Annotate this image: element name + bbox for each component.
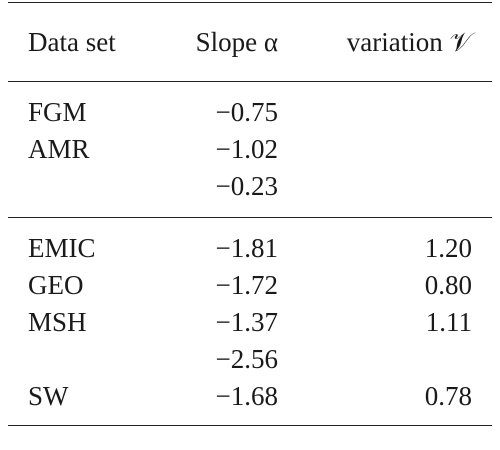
table-row: GEO −1.72 0.80 [8, 267, 492, 304]
header-row: Data set Slope α variation 𝒱 [8, 3, 492, 81]
cell-slope: −1.02 [215, 134, 278, 164]
table-row: MSH −1.37 1.11 [8, 304, 492, 341]
cell-variation: 0.78 [424, 381, 472, 411]
cell-slope: −1.81 [215, 233, 278, 263]
cell-dataset: GEO [28, 270, 84, 300]
header-slope: Slope α [195, 27, 278, 57]
top-rule [8, 2, 492, 3]
bottom-rule [8, 425, 492, 426]
table-row: FGM −0.75 [8, 94, 492, 131]
table-row: −0.23 [8, 168, 492, 205]
cell-slope: −0.75 [215, 97, 278, 127]
cell-variation: 1.11 [425, 307, 472, 337]
cell-dataset: FGM [28, 97, 87, 127]
table-row: EMIC −1.81 1.20 [8, 230, 492, 267]
cell-variation: 0.80 [424, 270, 472, 300]
cell-variation: 1.20 [424, 233, 472, 263]
cell-slope: −1.37 [215, 307, 278, 337]
cell-dataset: AMR [28, 134, 90, 164]
header-dataset: Data set [28, 27, 116, 57]
table-row: SW −1.68 0.78 [8, 378, 492, 415]
table-row: −2.56 [8, 341, 492, 378]
header-variation: variation 𝒱 [346, 27, 472, 57]
cell-slope: −2.56 [215, 344, 278, 374]
group-rule [8, 217, 492, 218]
table-row: AMR −1.02 [8, 131, 492, 168]
cell-dataset: MSH [28, 307, 87, 337]
cell-dataset: EMIC [28, 233, 96, 263]
cell-slope: −0.23 [215, 171, 278, 201]
data-table: Data set Slope α variation 𝒱 FGM −0.75 A… [8, 0, 492, 426]
cell-dataset: SW [28, 381, 69, 411]
cell-slope: −1.72 [215, 270, 278, 300]
header-rule [8, 81, 492, 82]
cell-slope: −1.68 [215, 381, 278, 411]
